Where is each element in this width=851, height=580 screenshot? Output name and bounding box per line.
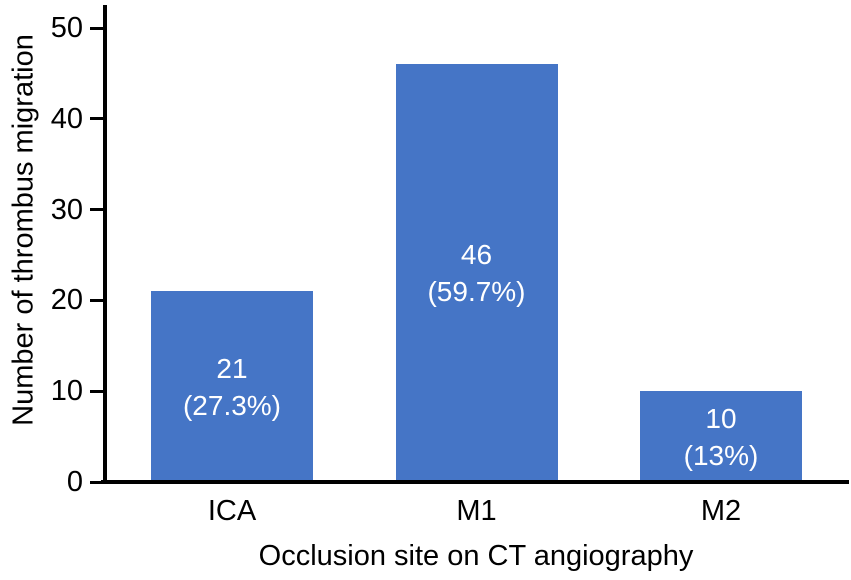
y-tick-label: 0 [66,466,83,498]
bar-value-label: 46 [460,239,493,271]
bar: 10 (13%) [640,391,802,482]
y-tick-mark [90,298,103,302]
y-tick-mark [90,389,103,393]
y-tick-mark [90,117,103,121]
y-axis-line [103,5,107,484]
y-tick-label: 10 [50,375,83,408]
x-axis-line [101,480,849,484]
bar-value-label: 21 [216,352,248,384]
y-tick-mark [90,480,103,484]
y-tick-label: 40 [50,102,83,135]
y-axis-title: Number of thrombus migration [7,34,40,426]
bar-percent-label: (59.7%) [427,276,526,308]
y-tick-mark [90,26,103,30]
y-tick-mark [90,208,103,212]
bar-percent-label: (13%) [683,439,759,471]
y-tick-label: 30 [50,193,83,226]
bar: 21 (27.3%) [151,291,313,482]
y-tick-label: 50 [50,12,83,44]
x-category-label: M2 [700,495,742,527]
bar: 46 (59.7%) [395,64,558,482]
x-axis-title: Occlusion site on CT angiography [258,540,694,572]
bar-value-label: 10 [705,402,737,434]
y-tick-label: 20 [50,284,83,317]
x-category-label: M1 [456,495,497,527]
bar-percent-label: (27.3%) [182,389,282,421]
x-category-label: ICA [207,495,257,527]
